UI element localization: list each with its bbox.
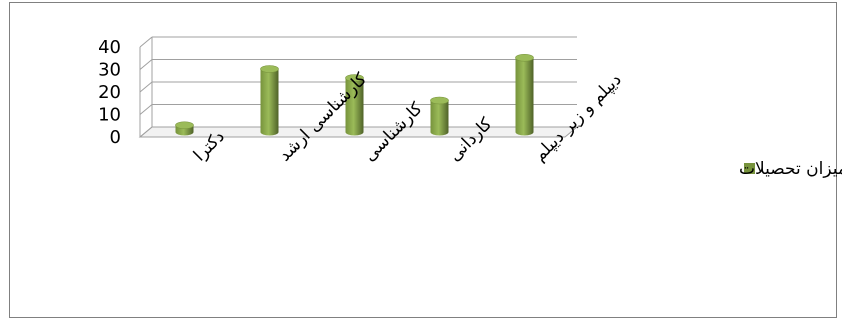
y-tick-label: 10 — [98, 105, 121, 126]
bar-body — [345, 78, 364, 136]
y-tick-label: 40 — [98, 37, 121, 58]
y-tick-label: 20 — [98, 82, 121, 103]
y-tick-label: 0 — [110, 127, 121, 148]
bar — [175, 121, 194, 136]
legend-label: میزان تحصیلات — [739, 159, 842, 179]
side-gridline — [139, 104, 153, 115]
side-gridline — [139, 81, 153, 93]
legend-swatch — [744, 163, 755, 174]
y-tick-label: 30 — [98, 60, 121, 81]
bar-body — [515, 57, 534, 136]
grid-layer — [138, 36, 579, 138]
side-gridline — [139, 126, 153, 138]
bar — [345, 74, 364, 136]
bar-top — [515, 53, 534, 62]
bar-top — [175, 121, 194, 130]
outer-border — [9, 2, 837, 318]
bar-layer — [175, 53, 534, 136]
bar-body — [260, 69, 279, 136]
bar-body — [430, 100, 449, 136]
bar — [430, 96, 449, 136]
bar-top — [260, 65, 279, 73]
bar-top — [430, 96, 449, 105]
side-gridline — [139, 59, 153, 70]
legend: میزان تحصیلات — [739, 159, 842, 179]
bar — [260, 65, 279, 136]
side-gridline — [139, 36, 153, 48]
bar — [515, 53, 534, 136]
bar-top — [345, 74, 364, 82]
